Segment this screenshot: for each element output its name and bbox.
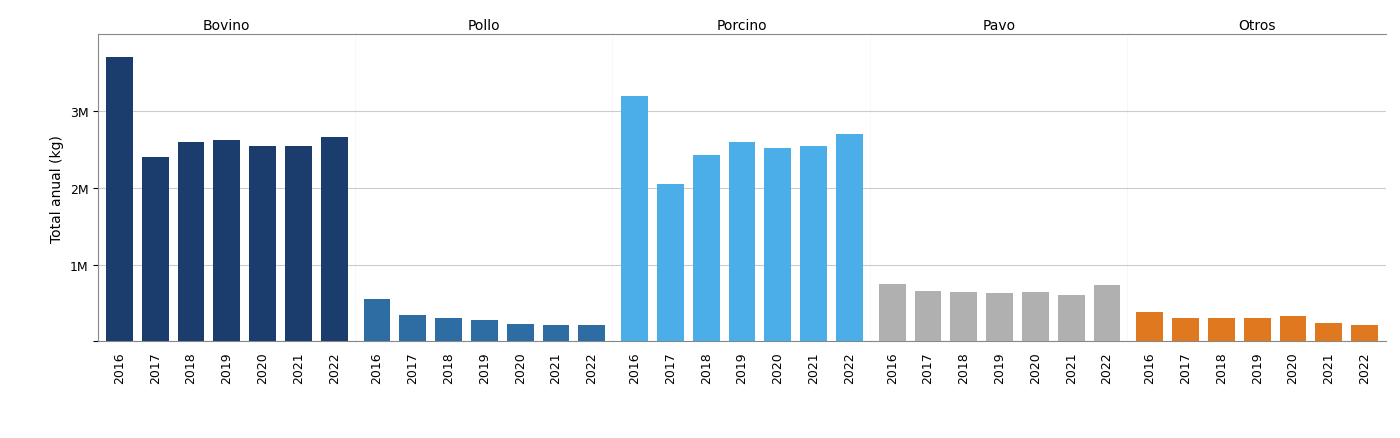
Bar: [435, 319, 462, 342]
Bar: [1058, 295, 1085, 342]
Bar: [1093, 286, 1120, 342]
Bar: [470, 321, 498, 342]
Bar: [1243, 319, 1271, 342]
Bar: [399, 315, 426, 342]
Bar: [879, 284, 906, 342]
Bar: [951, 292, 977, 342]
Bar: [801, 147, 827, 342]
Bar: [507, 324, 533, 342]
Bar: [578, 325, 605, 342]
Bar: [1022, 292, 1049, 342]
Bar: [249, 147, 276, 342]
Bar: [286, 147, 312, 342]
Bar: [728, 142, 756, 342]
Bar: [1316, 323, 1343, 342]
Bar: [106, 58, 133, 342]
Bar: [178, 142, 204, 342]
Bar: [764, 148, 791, 342]
Title: Porcino: Porcino: [717, 18, 767, 32]
Y-axis label: Total anual (kg): Total anual (kg): [50, 134, 64, 242]
Bar: [1351, 325, 1378, 342]
Bar: [1280, 316, 1306, 342]
Bar: [1137, 313, 1163, 342]
Title: Otros: Otros: [1239, 18, 1275, 32]
Bar: [141, 158, 168, 342]
Bar: [693, 155, 720, 342]
Title: Pollo: Pollo: [468, 18, 501, 32]
Bar: [657, 184, 683, 342]
Bar: [622, 96, 648, 342]
Bar: [321, 138, 347, 342]
Bar: [836, 135, 862, 342]
Bar: [1208, 319, 1235, 342]
Bar: [364, 300, 391, 342]
Title: Pavo: Pavo: [983, 18, 1016, 32]
Bar: [213, 141, 241, 342]
Bar: [914, 292, 941, 342]
Title: Bovino: Bovino: [203, 18, 251, 32]
Bar: [543, 325, 570, 342]
Bar: [1172, 319, 1198, 342]
Bar: [986, 294, 1014, 342]
